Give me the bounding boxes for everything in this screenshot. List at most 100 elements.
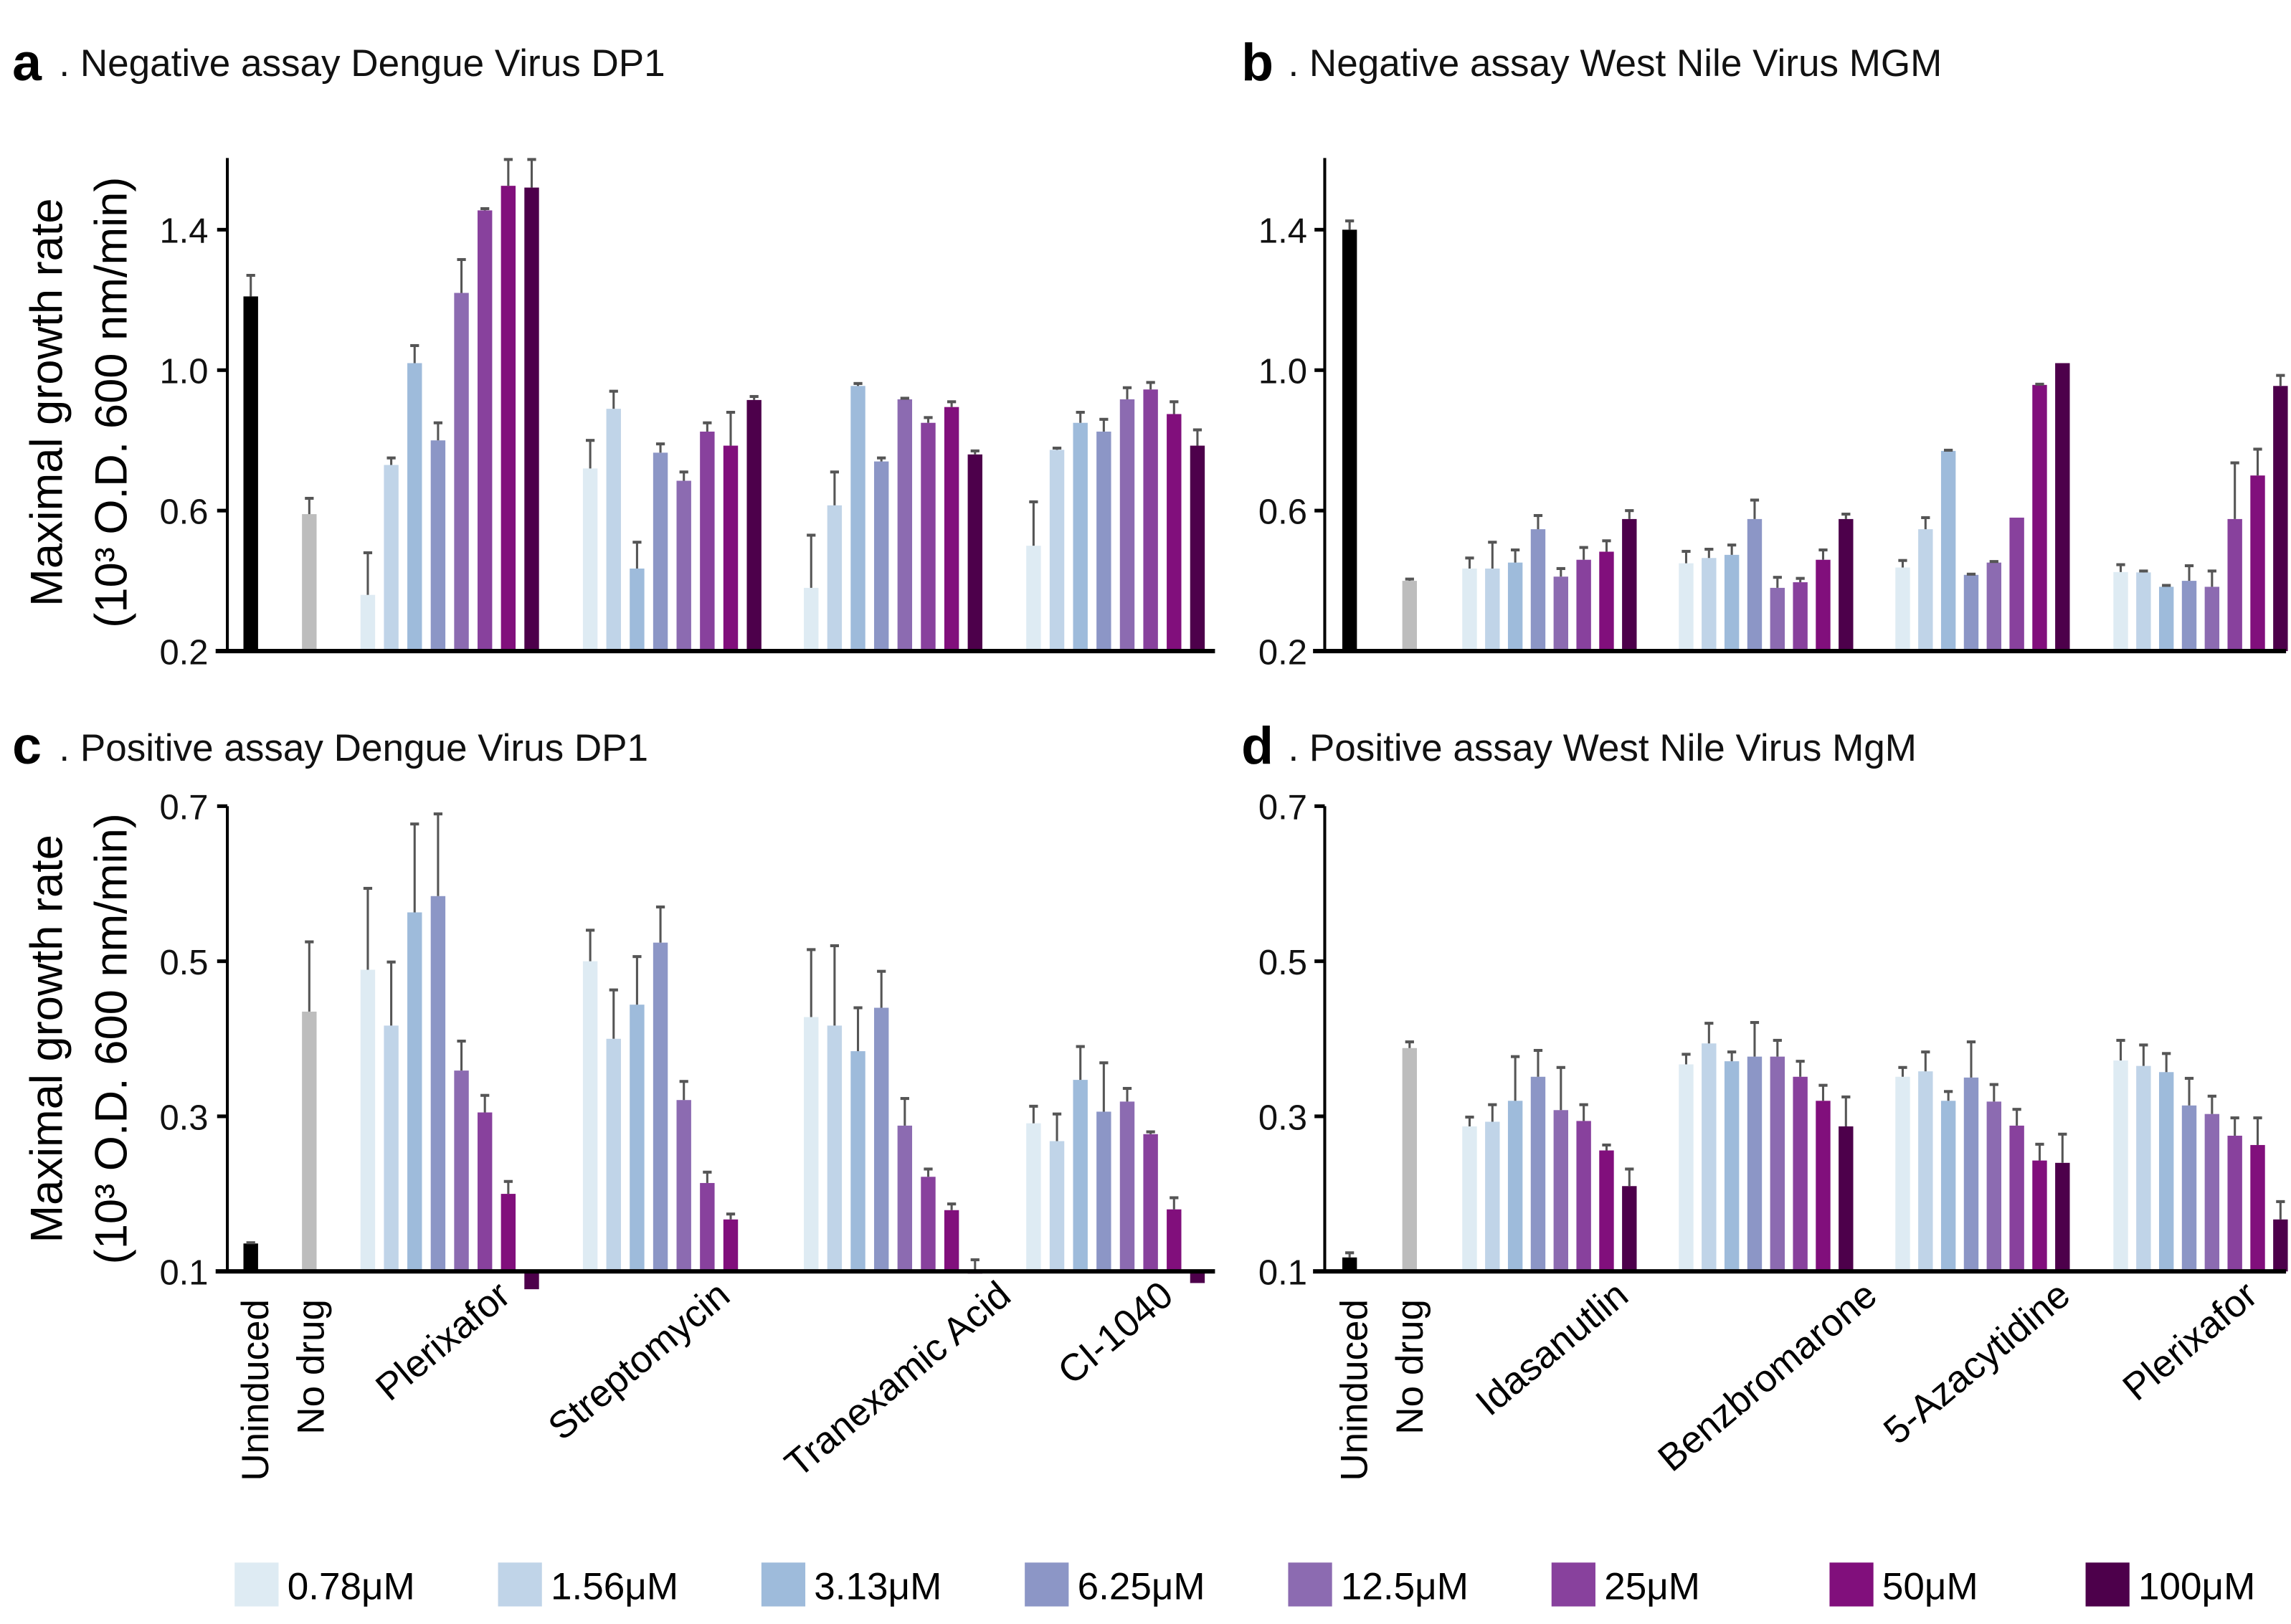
bar-ci-1040-2 [1073, 1080, 1088, 1272]
bar-tranexamic-acid-1 [827, 1025, 843, 1272]
y-tick-label: 1.0 [1258, 353, 1307, 391]
legend: 0.78μM 1.56μM 3.13μM 6.25μM 12.5μM 25μM 50μM 10… [234, 1562, 2255, 1608]
bar-idasanutlin-7 [1622, 1186, 1637, 1272]
xlabel-c-streptomycin: Streptomycin [541, 1273, 738, 1448]
bar-idasanutlin-5 [1576, 559, 1591, 652]
legend-label: 12.5μM [1341, 1565, 1469, 1608]
bar-plerixafor-2 [407, 912, 422, 1272]
bar-plerixafor-5 [2227, 518, 2242, 652]
bar-benzbromarone-3 [1747, 1056, 1763, 1272]
panel-a-title: . Negative assay Dengue Virus DP1 [59, 42, 665, 85]
bar-benzbromarone-3 [1747, 518, 1763, 652]
bar-ci-1040-7 [1190, 445, 1205, 652]
bar-idasanutlin-7 [1622, 518, 1637, 652]
bar-plerixafor-3 [430, 896, 446, 1272]
legend-label: 50μM [1882, 1565, 1978, 1608]
bar-tranexamic-acid-6 [944, 407, 959, 652]
bar-plerixafor-2 [2158, 1072, 2174, 1272]
bar-5-azacytidine-6 [2032, 384, 2047, 652]
bar-benzbromarone-5 [1793, 582, 1808, 652]
bar-streptomycin-0 [582, 961, 598, 1272]
legend-swatch [1288, 1562, 1332, 1607]
bar-benzbromarone-2 [1724, 1061, 1740, 1272]
bar-ci-1040-6 [1167, 1209, 1182, 1272]
xlabel-c-ci-1040: CI-1040 [1050, 1273, 1182, 1393]
bar-no-drug [302, 514, 317, 652]
legend-label: 0.78μM [288, 1565, 415, 1608]
bar-streptomycin-7 [746, 399, 762, 652]
y-tick-label: 0.7 [1258, 789, 1307, 827]
bar-plerixafor-3 [2181, 1105, 2197, 1272]
bar-tranexamic-acid-6 [944, 1210, 959, 1272]
bar-benzbromarone-6 [1816, 1101, 1831, 1272]
bar-uninduced [243, 296, 258, 652]
bar-no-drug [1402, 581, 1418, 652]
y-tick-label: 0.7 [159, 789, 208, 827]
bar-streptomycin-0 [582, 468, 598, 652]
bar-5-azacytidine-0 [1895, 567, 1910, 652]
bar-ci-1040-4 [1119, 399, 1135, 652]
bar-idasanutlin-1 [1485, 568, 1500, 652]
bar-idasanutlin-4 [1553, 576, 1569, 652]
bar-streptomycin-2 [630, 568, 645, 652]
bar-streptomycin-6 [723, 1219, 739, 1272]
plots: 1.41.00.60.21.41.00.60.20.70.50.30.10.70… [159, 158, 2288, 1293]
bar-plerixafor-4 [454, 1070, 469, 1272]
legend-label: 1.56μM [551, 1565, 678, 1608]
bar-benzbromarone-0 [1679, 1064, 1694, 1272]
bar-plerixafor-3 [2181, 581, 2197, 652]
bar-streptomycin-1 [606, 409, 621, 652]
panel-c-ylabel-line1: Maximal growth rate [22, 835, 72, 1243]
bar-ci-1040-7 [1190, 1271, 1205, 1283]
bar-benzbromarone-7 [1839, 1126, 1854, 1272]
bar-ci-1040-2 [1073, 422, 1088, 652]
y-tick-label: 0.5 [1258, 944, 1307, 982]
xlabel-d-benzbromarone: Benzbromarone [1650, 1273, 1884, 1480]
legend-label: 25μM [1604, 1565, 1700, 1608]
bar-5-azacytidine-3 [1963, 574, 1979, 652]
bar-5-azacytidine-0 [1895, 1076, 1910, 1272]
bar-tranexamic-acid-7 [967, 454, 982, 652]
bar-ci-1040-0 [1026, 1123, 1041, 1272]
bar-uninduced [1342, 229, 1357, 652]
panel-b-letter: b [1241, 33, 1273, 92]
bar-idasanutlin-5 [1576, 1121, 1591, 1272]
xlabel-d-plerixafor: Plerixafor [2115, 1273, 2266, 1409]
bar-plerixafor-5 [477, 210, 493, 652]
y-tick-label: 1.4 [159, 212, 208, 251]
bar-tranexamic-acid-0 [804, 587, 819, 652]
bar-plerixafor-6 [2250, 475, 2265, 652]
bar-benzbromarone-6 [1816, 559, 1831, 652]
bar-ci-1040-5 [1143, 1134, 1158, 1272]
bar-plerixafor-5 [477, 1112, 493, 1272]
bar-streptomycin-4 [676, 1100, 691, 1272]
bar-tranexamic-acid-2 [850, 386, 865, 652]
bar-streptomycin-3 [653, 942, 668, 1272]
bar-idasanutlin-6 [1599, 1150, 1614, 1272]
legend-swatch [1025, 1562, 1069, 1607]
bar-streptomycin-1 [606, 1038, 621, 1272]
legend-swatch [1551, 1562, 1595, 1607]
bar-5-azacytidine-2 [1940, 450, 1956, 652]
bar-tranexamic-acid-3 [873, 1007, 889, 1272]
bar-plerixafor-6 [2250, 1144, 2265, 1272]
bar-ci-1040-5 [1143, 389, 1158, 652]
bar-plerixafor-4 [2204, 1113, 2220, 1272]
y-tick-label: 0.3 [1258, 1098, 1307, 1137]
bar-plerixafor-7 [2273, 386, 2288, 652]
xlabel-c-tranexamic-acid: Tranexamic Acid [777, 1273, 1019, 1486]
bar-streptomycin-5 [700, 1182, 715, 1272]
y-tick-label: 0.1 [159, 1254, 208, 1293]
bar-ci-1040-1 [1049, 1141, 1065, 1272]
bar-tranexamic-acid-5 [921, 422, 936, 652]
bar-5-azacytidine-3 [1963, 1077, 1979, 1272]
bar-streptomycin-2 [630, 1005, 645, 1272]
bar-benzbromarone-0 [1679, 563, 1694, 652]
xlabel-c-no-drug: No drug [290, 1299, 333, 1435]
panel-b: 1.4 1.0 0.6 0.2 [1258, 158, 2288, 672]
xlabel-d-uninduced: Uninduced [1334, 1299, 1376, 1481]
bar-ci-1040-6 [1167, 414, 1182, 652]
bar-idasanutlin-2 [1507, 562, 1523, 652]
panel-a-ylabel-line1: Maximal growth rate [22, 198, 72, 606]
